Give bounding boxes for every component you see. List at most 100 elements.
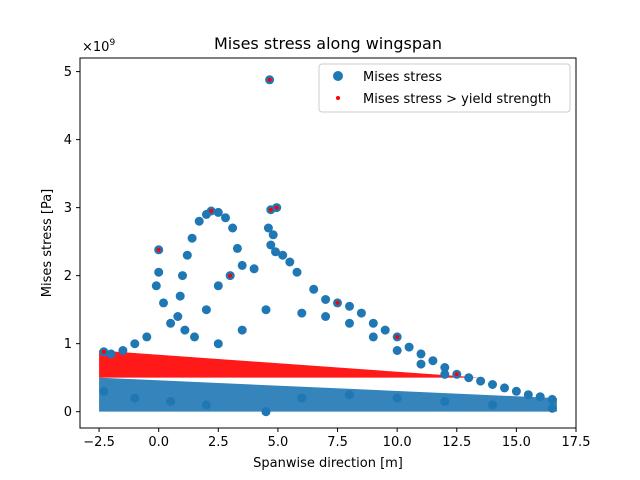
mises-point-19 [232,243,242,253]
mises-point-4 [268,230,278,240]
mises-point-23 [159,298,168,308]
y-tick-label: 3 [64,201,72,216]
mises-point-80 [547,403,557,413]
mises-point-50 [523,390,533,400]
mises-point-37 [368,318,378,328]
y-axis-title: Mises stress [Pa] [40,189,55,297]
yield-point-1 [268,207,273,212]
mises-point-31 [249,264,259,274]
mises-point-9 [292,267,302,277]
x-tick-label: −2.5 [83,435,115,450]
chart-title: Mises stress along wingspan [214,34,442,53]
legend-marker-mises [333,71,343,81]
y-offset-exponent: 9 [109,38,115,48]
x-tick-label: 15.0 [502,435,531,450]
x-tick-label: 10.0 [383,435,412,450]
mises-point-46 [476,376,486,386]
mises-point-15 [194,216,204,226]
mises-point-79 [488,400,497,410]
mises-point-67 [213,339,223,349]
plot-frame [79,57,577,429]
mises-point-43 [440,363,450,372]
series-0 [99,75,557,417]
yield-point-4 [156,247,161,252]
mises-point-25 [173,312,183,321]
mises-point-45 [464,373,474,383]
mises-point-62 [118,346,128,355]
mises-point-47 [488,380,497,389]
mises-point-61 [106,349,116,359]
mises-point-17 [182,250,192,260]
mises-point-21 [154,267,164,277]
mises-point-16 [187,233,197,243]
yield-point-8 [454,372,459,377]
mises-point-3 [263,223,273,233]
mises-point-70 [99,386,109,396]
plot-area [99,75,557,417]
mises-point-27 [201,305,211,315]
mises-point-26 [180,325,190,335]
mises-point-14 [228,223,238,233]
mises-point-51 [535,392,545,402]
x-tick-label: 17.5 [562,435,591,450]
mises-point-52 [547,394,557,404]
x-tick-label: 2.5 [208,435,229,450]
mises-point-6 [271,247,280,257]
mises-point-57 [392,346,402,355]
mises-point-56 [368,332,378,342]
x-axis-title: Spanwise direction [m] [253,456,403,471]
x-tick-label: 0.0 [148,435,169,450]
mises-point-5 [266,240,276,250]
mises-point-41 [416,349,426,359]
mises-point-35 [345,301,354,311]
mises-point-65 [166,318,176,328]
mises-point-49 [511,386,521,396]
mises-point-76 [345,390,354,400]
y-axis: 0 1 2 3 4 5 [64,65,80,420]
legend: Mises stress Mises stress > yield streng… [318,63,571,113]
yield-point-6 [335,300,340,305]
y-tick-label: 5 [64,65,72,80]
mises-point-68 [237,325,247,335]
y-offset-base: ×10 [82,40,109,55]
yield-point-0 [267,77,272,82]
mises-point-13 [221,213,230,223]
series-1 [101,77,459,377]
mises-point-22 [151,281,161,291]
x-tick-label: 12.5 [442,435,471,450]
mises-point-71 [130,393,140,403]
mises-point-59 [440,369,450,379]
mises-point-48 [500,383,509,393]
mises-point-74 [261,407,271,417]
yield-point-2 [274,205,279,210]
y-tick-label: 1 [64,337,72,352]
mises-point-58 [416,359,426,369]
mises-point-77 [392,393,402,403]
yield-point-5 [228,273,233,278]
legend-box [318,63,571,113]
mises-point-75 [297,393,307,403]
mises-point-28 [213,281,223,291]
mises-point-30 [237,260,247,270]
mises-point-63 [130,339,140,349]
x-axis: −2.5 0.0 2.5 5.0 7.5 10.0 12.5 15.0 17.5 [83,428,590,450]
mises-point-24 [175,291,185,301]
yield-point-9 [101,349,106,354]
mises-point-40 [404,342,414,352]
mises-point-69 [261,305,271,315]
mises-point-12 [213,207,223,217]
mises-point-66 [190,332,199,342]
mises-point-7 [278,250,288,260]
mises-point-42 [428,356,438,366]
mises-point-73 [201,400,211,410]
mises-point-32 [309,284,319,294]
yield-point-7 [395,334,400,339]
yield-point-3 [209,209,214,213]
mises-point-64 [142,332,152,342]
y-tick-label: 0 [64,405,72,420]
legend-marker-yield [336,96,340,100]
mises-point-54 [321,312,331,321]
y-offset-label: ×109 [82,38,115,55]
legend-label-mises: Mises stress [363,70,442,85]
